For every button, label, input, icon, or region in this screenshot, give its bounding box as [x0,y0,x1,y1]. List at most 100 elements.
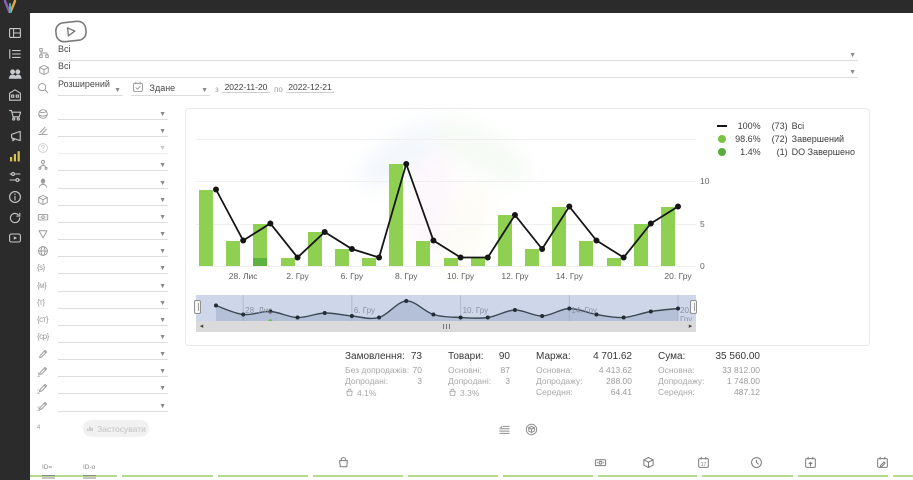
stat-sub-label: Допродані: [345,376,389,386]
date-from-input[interactable]: 2022-11-20 [222,82,270,93]
cube-circle-icon[interactable] [525,423,538,441]
globe-grid-icon [37,245,49,257]
bar-completed[interactable] [280,257,295,266]
filter-select[interactable]: ▼ [58,156,168,172]
bar-completed[interactable] [552,206,567,266]
bar-completed[interactable] [470,257,485,266]
stat-sub-label: Допродажу: [658,376,705,386]
bottom-tab-calendar-17-icon[interactable]: 17 [697,456,710,469]
bar-completed[interactable] [606,257,621,266]
filter-select[interactable]: ▼ [58,122,168,138]
filter-select[interactable]: ▼ [58,174,168,189]
sidebar-item-customers[interactable] [8,67,22,81]
date-to-input[interactable]: 2022-12-21 [286,82,334,93]
chevron-down-icon: ▼ [159,385,166,393]
legend-count: (73) [771,120,788,131]
cube-icon [37,194,49,206]
scroll-right-icon[interactable]: ▸ [688,323,693,330]
filter-select[interactable]: ▼ [58,105,168,120]
bar-completed[interactable] [362,257,377,266]
bar-completed[interactable] [226,240,241,266]
list-chart-icon[interactable] [498,423,511,441]
chevron-down-icon: ▼ [159,145,166,153]
filter-select[interactable]: ▼ [58,362,168,378]
bar-completed[interactable] [661,206,675,266]
site-filter-select[interactable]: Всі ▼ [58,44,858,61]
chevron-down-icon: ▼ [849,69,856,76]
bottom-tab-underline [218,475,308,477]
navigator-right-handle[interactable] [690,300,697,314]
sidebar-item-orders-list[interactable] [8,47,22,61]
scrollbar-grip[interactable] [443,324,450,329]
bar-completed[interactable] [633,223,648,266]
gridline [196,266,696,267]
bottom-tab-bag-icon[interactable] [337,456,350,469]
bar-completed[interactable] [579,240,594,266]
scroll-left-icon[interactable]: ◂ [199,323,204,330]
sidebar-item-automation[interactable] [8,170,22,184]
legend-dot-marker [717,134,726,143]
sidebar-item-company[interactable] [8,88,22,102]
filter-select[interactable]: ▼ [58,259,168,275]
bar-completed[interactable] [443,257,458,266]
filter-select[interactable]: ▼ [58,242,168,258]
sidebar-item-sync[interactable] [8,211,22,225]
stat-sub-value: 64.41 [610,387,632,397]
bottom-tab-id-eq-icon[interactable]: ID= [42,456,55,480]
sidebar-item-video[interactable] [8,231,22,245]
chart-navigator[interactable]: 28. Лис 6. Гру 10. Гру 14. Гру 20. Гру [196,295,696,321]
product-filter-select[interactable]: Всі ▼ [58,61,858,78]
chevron-down-icon: ▼ [159,179,166,187]
sidebar-item-marketing[interactable] [8,129,22,143]
bar-do-completed[interactable] [253,257,268,266]
bottom-tab-banknote-icon[interactable] [594,456,607,469]
filter-select[interactable]: ▼ [58,277,168,292]
sidebar-item-cart[interactable] [8,108,22,122]
filter-select[interactable]: ▼ [58,379,168,395]
tutorial-video-icon[interactable] [52,18,90,46]
bar-completed[interactable] [497,215,512,266]
legend-percent: 100% [737,120,761,131]
chevron-down-icon: ▼ [159,316,166,324]
bottom-tab-cube-icon[interactable] [642,456,655,469]
filter-select[interactable]: ▼ [58,397,168,412]
chevron-down-icon: ▼ [159,351,166,359]
bottom-tab-id-o-icon[interactable]: ID-o [83,456,96,480]
x-axis-label: 12. Гру [501,271,529,281]
stat-value: 4 701.62 [593,351,632,362]
filter-select[interactable]: ▼ [58,311,168,326]
y-axis-tick: 0 [700,261,705,271]
chevron-down-icon: ▼ [159,265,166,273]
date-field-select[interactable]: Здане ▼ [131,79,210,96]
ruler-icon [37,125,49,137]
bar-completed[interactable] [199,189,213,266]
sidebar-item-dashboard[interactable] [8,26,22,40]
bar-completed[interactable] [334,249,349,266]
bottom-tab-clock-icon[interactable] [750,456,763,469]
bar-completed[interactable] [307,232,322,266]
stat-value: 90 [498,351,510,362]
legend-item[interactable]: 1.4% (1) DO Завершено [715,145,855,158]
sidebar-item-analytics[interactable] [8,149,22,163]
navigator-left-handle[interactable] [194,300,201,314]
stat-sub-value: 1 748.00 [726,376,760,386]
bottom-tab-calendar-edit-icon[interactable] [876,456,889,469]
legend-item[interactable]: 98.6% (72) Завершений [715,132,855,145]
legend-percent: 1.4% [740,146,761,157]
search-mode-select[interactable]: Розширений ▼ [58,79,123,96]
filter-select[interactable]: ▼ [58,225,168,241]
stat-sub-value: 33 812.00 [722,365,760,375]
navigator-label: 14. Гру [571,306,597,315]
apply-button[interactable]: Застосувати [83,420,149,437]
filter-select[interactable]: ▼ [58,345,168,361]
bar-completed[interactable] [416,240,431,266]
filter-select[interactable]: ▼ [58,191,168,206]
chart-scrollbar[interactable]: ◂ ▸ [196,321,696,332]
filter-select[interactable]: ▼ [58,328,168,343]
sidebar-item-info[interactable] [8,190,22,204]
bottom-tab-calendar-up-icon[interactable] [804,456,817,469]
filter-select[interactable]: ▼ [58,294,168,309]
legend-item[interactable]: 100% (73) Всі [715,119,855,132]
filter-select[interactable]: ▼ [58,208,168,223]
bar-completed[interactable] [525,249,540,266]
